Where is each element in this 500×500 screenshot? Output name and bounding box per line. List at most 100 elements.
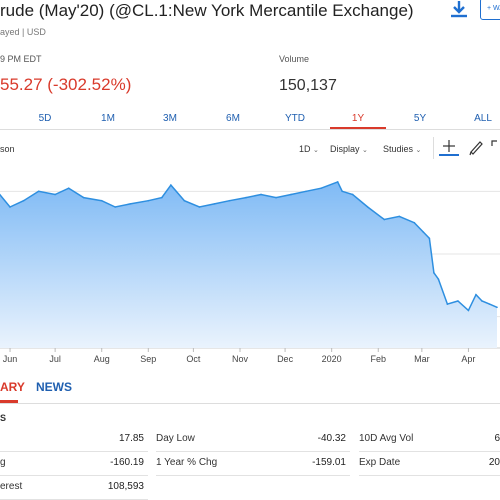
stat-row: 10D Avg Vol 6	[359, 428, 500, 452]
x-tick-label: Nov	[232, 354, 249, 364]
price-point	[467, 309, 470, 312]
studies-label: Studies	[383, 144, 414, 154]
price-point	[114, 206, 117, 208]
interval-select[interactable]: 1D ⌄	[299, 144, 319, 154]
chevron-down-icon: ⌄	[313, 147, 319, 154]
price-point	[446, 303, 449, 305]
price-point	[9, 206, 11, 208]
price-change: 55.27 (-302.52%)	[0, 75, 132, 94]
stat-value: -160.19	[110, 457, 144, 468]
stat-value: 6	[494, 433, 500, 444]
stat-row: Day Low -40.32	[156, 428, 350, 452]
tab-summary[interactable]: ARY	[0, 380, 25, 394]
studies-select[interactable]: Studies ⌄	[383, 144, 421, 154]
range-tab-1y[interactable]: 1Y	[351, 113, 365, 124]
price-area-fill	[0, 181, 497, 348]
price-point	[457, 300, 459, 302]
price-point	[245, 196, 247, 199]
price-point	[422, 231, 425, 233]
price-point	[475, 293, 477, 296]
expand-icon	[491, 140, 497, 146]
price-point	[161, 196, 163, 199]
price-point	[341, 190, 343, 193]
x-tick-label: Aug	[94, 354, 110, 364]
crosshair-tool-button[interactable]	[439, 138, 459, 158]
stat-value: 108,593	[107, 481, 144, 492]
active-range-indicator	[330, 127, 386, 129]
x-tick-label: Oct	[186, 354, 201, 364]
stat-value: 17.85	[118, 433, 144, 444]
range-tab-all[interactable]: ALL	[474, 113, 492, 124]
chevron-down-icon: ⌄	[415, 147, 422, 154]
active-section-indicator	[0, 400, 18, 403]
x-tick-label: Apr	[461, 354, 475, 364]
stat-label: 10D Avg Vol	[359, 433, 414, 444]
stat-label: erest	[0, 481, 23, 492]
price-point	[82, 196, 85, 199]
toolbar-divider	[433, 137, 434, 159]
x-tick-label: Feb	[371, 354, 387, 364]
price-point	[170, 184, 172, 186]
x-tick-label: Dec	[277, 354, 294, 364]
price-chart[interactable]: Jun Jul Aug Sep Oct Nov Dec 2020 Feb Mar Apr	[0, 160, 500, 370]
x-tick-label: 2020	[322, 354, 342, 364]
price-point	[481, 300, 483, 302]
price-point	[198, 206, 201, 208]
download-icon	[451, 1, 467, 18]
stat-row: 17.85	[0, 428, 148, 452]
tab-news[interactable]: NEWS	[36, 380, 72, 394]
price-point	[366, 206, 369, 208]
stat-label: Day Low	[156, 433, 195, 444]
range-tab-1m[interactable]: 1M	[101, 113, 115, 124]
price-point	[54, 193, 56, 196]
price-point	[67, 187, 70, 189]
price-point	[290, 193, 292, 196]
add-to-watchlist-button[interactable]: + WA	[480, 0, 500, 20]
stat-value: -40.32	[317, 433, 346, 444]
price-point	[228, 199, 231, 202]
draw-tool-button[interactable]	[468, 138, 484, 156]
display-label: Display	[330, 144, 360, 154]
price-point	[383, 218, 386, 221]
expand-chart-button[interactable]	[489, 138, 500, 156]
key-stats-heading: S	[0, 413, 7, 423]
price-point	[260, 193, 262, 196]
range-tab-3m[interactable]: 3M	[163, 113, 177, 124]
last-updated-time: 9 PM EDT	[0, 54, 42, 64]
download-button[interactable]	[448, 0, 470, 18]
price-point	[147, 199, 150, 202]
x-axis-ticks: Jun Jul Aug Sep Oct Nov Dec 2020 Feb Mar Apr	[3, 348, 475, 364]
range-tab-5d[interactable]: 5D	[38, 113, 52, 124]
price-point	[336, 181, 339, 183]
x-tick-label: Jun	[3, 354, 18, 364]
price-point	[275, 196, 277, 199]
range-tab-6m[interactable]: 6M	[226, 113, 240, 124]
price-point	[129, 203, 132, 205]
stat-row: Exp Date 20	[359, 452, 500, 476]
price-point	[433, 272, 435, 274]
x-tick-label: Jul	[49, 354, 61, 364]
stat-value: 20	[488, 457, 500, 468]
range-tab-5y[interactable]: 5Y	[413, 113, 427, 124]
range-tab-ytd[interactable]: YTD	[285, 113, 305, 124]
range-tabs: 5D 1M 3M 6M YTD 1Y 5Y ALL	[0, 109, 500, 130]
price-point	[488, 303, 491, 305]
price-point	[428, 237, 431, 240]
chevron-down-icon: ⌄	[362, 147, 368, 154]
display-select[interactable]: Display ⌄	[330, 144, 368, 154]
page-title: rude (May'20) (@CL.1:New York Mercantile…	[0, 1, 414, 20]
price-point	[351, 193, 354, 196]
stat-value: -159.01	[312, 457, 346, 468]
price-point	[320, 187, 322, 189]
stat-row: 1 Year % Chg -159.01	[156, 452, 350, 476]
price-point	[305, 190, 307, 193]
stat-row: erest 108,593	[0, 476, 148, 500]
compare-button[interactable]: son	[0, 144, 15, 154]
volume-value: 150,137	[279, 77, 337, 94]
price-point	[37, 190, 40, 193]
x-tick-label: Sep	[140, 354, 156, 364]
price-point	[22, 199, 25, 202]
stat-label: g	[0, 457, 6, 468]
price-point	[437, 278, 440, 280]
chart-toolbar: son 1D ⌄ Display ⌄ Studies ⌄	[0, 137, 500, 161]
